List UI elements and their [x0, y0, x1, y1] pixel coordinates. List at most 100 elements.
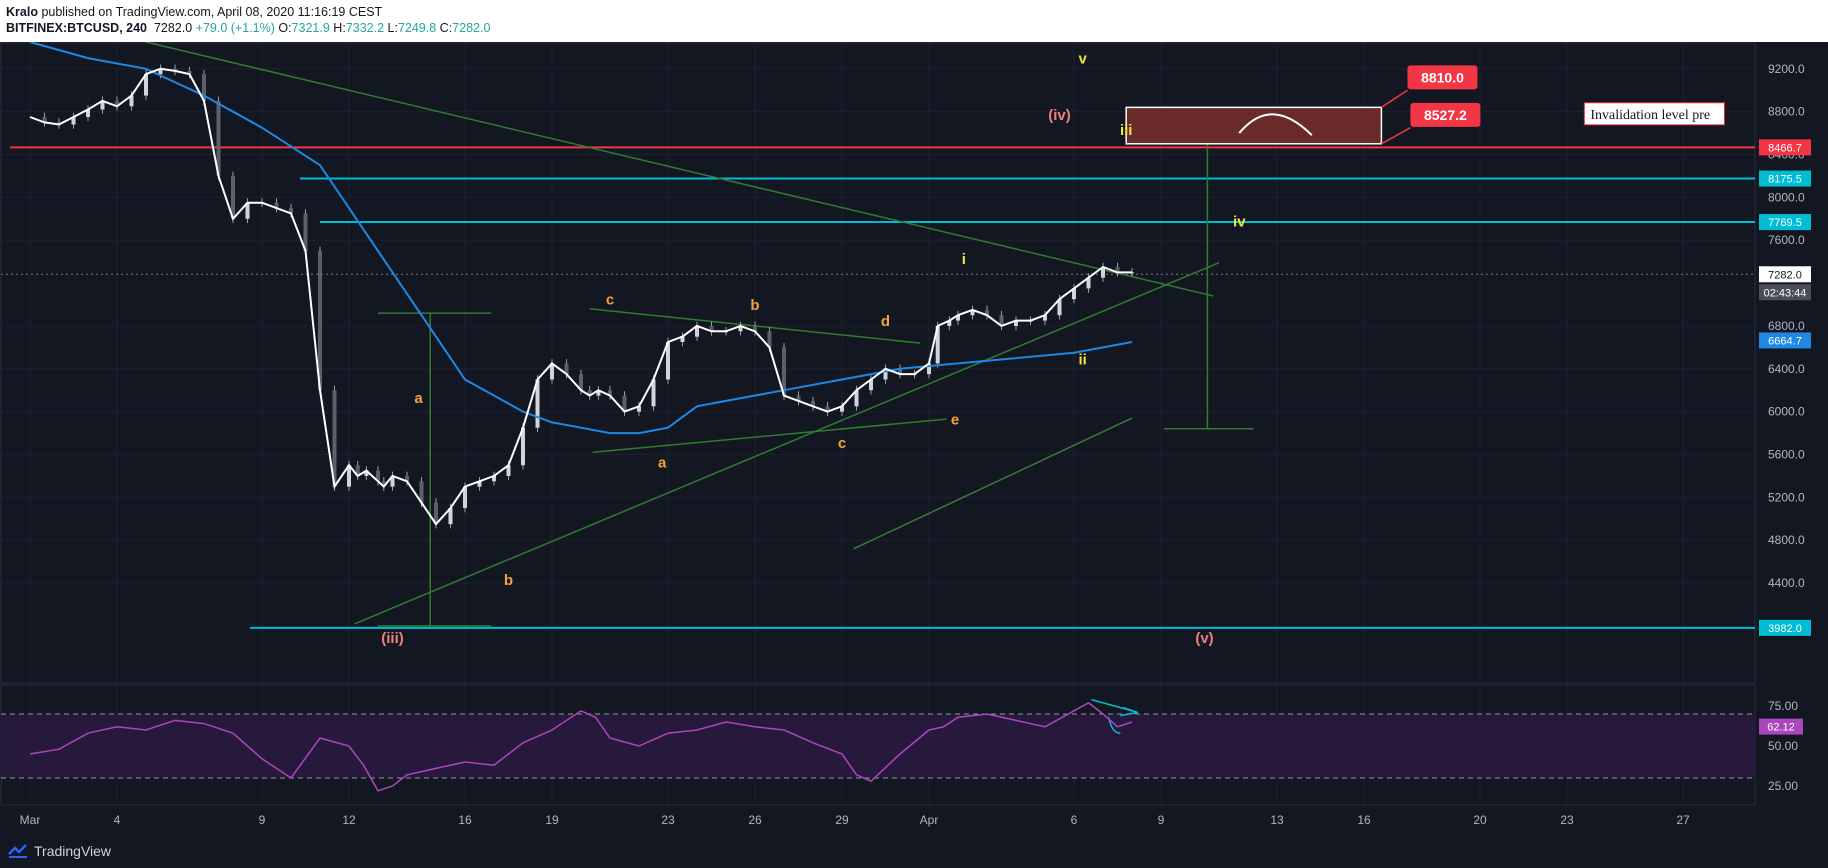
target-callout-high-bg: [1407, 65, 1478, 90]
candle: [405, 475, 409, 482]
level-tag-bg: [1759, 170, 1811, 187]
wave-label-iv: (iv): [1048, 107, 1071, 124]
footer: TradingView: [0, 835, 1828, 868]
wave-label-iv: iv: [1233, 213, 1246, 230]
wave-label-iii: iii: [1120, 122, 1133, 139]
candle: [825, 406, 830, 412]
candle: [231, 175, 235, 219]
rsi-value: 62.12: [1767, 722, 1795, 734]
countdown: 02:43:44: [1764, 287, 1807, 299]
candle: [767, 331, 772, 348]
author-name[interactable]: Kralo: [6, 5, 38, 19]
price-bars: [42, 64, 1134, 529]
candle: [608, 390, 612, 396]
target-callout-high: 8810.0: [1421, 69, 1464, 85]
price-tick: 4800.0: [1768, 533, 1805, 547]
time-tick: 19: [545, 813, 559, 827]
chart-header: Kralo published on TradingView.com, Apri…: [0, 0, 1828, 42]
candle: [869, 379, 873, 391]
price-axis[interactable]: 9200.08800.08400.08000.07600.06800.06400…: [1759, 62, 1811, 636]
chart-frame: [0, 42, 1756, 684]
open-label: O:: [278, 21, 292, 35]
level-tag-bg: [1759, 619, 1811, 636]
candle: [550, 363, 554, 380]
candle: [596, 390, 601, 396]
candle: [521, 427, 525, 466]
price-tick: 8000.0: [1768, 190, 1805, 204]
time-axis[interactable]: Mar 4 9 12 16 19 23 26 29 Apr 6 9 13 16 20 23 27: [20, 813, 1690, 827]
price-tick: 5600.0: [1768, 448, 1805, 462]
candle: [376, 470, 380, 482]
rsi-axis[interactable]: 75.00 50.00 25.00 62.12: [1759, 699, 1803, 793]
upper-trendline: [145, 42, 1214, 297]
ohlc-legend: BITFINEX:BTCUSD, 240 7282.0 +79.0 (+1.1%…: [6, 21, 490, 35]
candle: [332, 390, 337, 487]
lower-trendline: [354, 262, 1220, 625]
candle: [738, 325, 743, 332]
drawings[interactable]: 8810.0 8527.2 Invalidation level pre: [1, 42, 1755, 734]
candle: [883, 368, 888, 380]
rsi-tick: 75.00: [1768, 699, 1798, 713]
wave-label-i: i: [962, 251, 966, 268]
wave-label-a: a: [658, 454, 667, 471]
candle: [753, 325, 757, 332]
low-label: L:: [387, 21, 398, 35]
time-tick: 16: [1357, 813, 1371, 827]
current-price-tag-bg: [1759, 266, 1811, 283]
candle: [1043, 315, 1047, 321]
rsi-value-bg: [1759, 718, 1803, 735]
target-callout-low-bg: [1410, 102, 1481, 127]
candle: [216, 100, 221, 176]
candle: [796, 395, 801, 401]
time-tick: 27: [1676, 813, 1690, 827]
price-change: +79.0 (+1.1%): [195, 21, 275, 35]
candle: [364, 470, 369, 476]
tradingview-logo[interactable]: TradingView: [8, 843, 111, 859]
wave-label-b: b: [504, 572, 513, 589]
ema-tag-bg: [1759, 332, 1811, 349]
low-value: 7249.8: [397, 21, 437, 35]
candle: [680, 336, 685, 342]
candle: [187, 70, 192, 75]
time-tick: Apr: [920, 813, 939, 827]
candle: [434, 502, 438, 525]
candle: [535, 379, 540, 428]
candle: [564, 363, 569, 375]
candle: [709, 325, 714, 332]
candle: [782, 347, 786, 396]
brand-name: TradingView: [34, 843, 112, 859]
candle: [1014, 320, 1018, 326]
price-tick: 7600.0: [1768, 233, 1805, 247]
candle: [1115, 267, 1120, 273]
close-label: C:: [439, 21, 453, 35]
price-tick: 6800.0: [1768, 319, 1805, 333]
rsi-background: [1, 714, 1755, 778]
candle: [477, 481, 482, 487]
time-tick: 23: [1560, 813, 1574, 827]
time-tick: 12: [342, 813, 356, 827]
publish-info: Kralo published on TradingView.com, Apri…: [6, 5, 382, 19]
callout-pointer-low: [1381, 127, 1411, 145]
candle: [390, 475, 395, 487]
target-callout-low: 8527.2: [1424, 107, 1467, 123]
wave-label-iii: (iii): [381, 630, 404, 647]
candle: [947, 320, 952, 326]
candle: [506, 465, 511, 476]
time-tick: 13: [1270, 813, 1284, 827]
candle: [579, 374, 583, 391]
close-value: 7282.0: [452, 21, 491, 35]
candle: [100, 100, 105, 110]
candle: [1072, 288, 1076, 300]
candle: [854, 390, 859, 407]
candle: [1101, 267, 1105, 278]
price-tick: 6400.0: [1768, 362, 1805, 376]
candle: [622, 395, 627, 412]
chart-canvas[interactable]: 8810.0 8527.2 Invalidation level pre v (iv)…: [0, 42, 1828, 835]
invalidation-note-bg: [1583, 102, 1725, 126]
candle: [666, 342, 670, 380]
candle: [355, 465, 360, 476]
candle: [587, 390, 592, 396]
wave-label-b: b: [750, 297, 759, 314]
rsi-tick: 25.00: [1768, 779, 1798, 793]
symbol-label: BITFINEX:BTCUSD, 240: [6, 21, 147, 35]
